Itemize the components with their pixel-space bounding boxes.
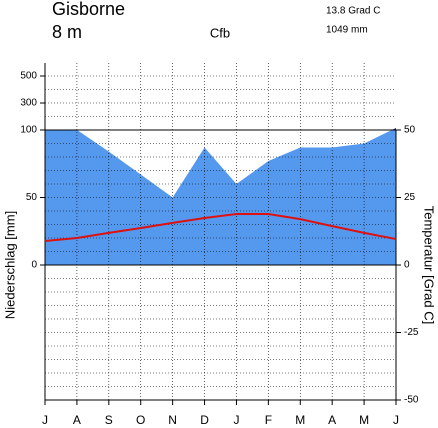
climate-class: Cfb [210,25,230,40]
y-tick-label: 0 [31,260,37,271]
y-tick-label: 50 [26,192,38,203]
y2-axis-label: Temperatur [Grad C] [422,206,437,325]
y-tick-label: 100 [20,125,37,136]
x-tick-label: M [295,413,305,427]
x-tick-label: N [168,413,177,427]
y-tick-label: 500 [20,71,37,82]
x-tick-label: S [105,413,113,427]
y2-tick-label: -25 [404,327,419,338]
x-tick-label: J [393,413,399,427]
station-name: Gisborne [52,0,125,19]
y2-tick-label: 25 [404,192,416,203]
x-tick-label: O [136,413,145,427]
x-tick-label: F [265,413,272,427]
y-axis-label: Niederschlag [mm] [2,211,17,319]
annual-precipitation: 1049 mm [326,25,368,36]
temperature-line [44,212,397,242]
x-tick-label: A [328,413,336,427]
x-tick-label: M [359,413,369,427]
elevation: 8 m [52,22,82,42]
x-tick-label: J [233,413,239,427]
x-tick-label: A [73,413,81,427]
precipitation-area [45,130,396,265]
mean-temperature: 13.8 Grad C [326,6,380,17]
x-tick-label: J [42,413,48,427]
x-tick-label: D [200,413,209,427]
y2-tick-label: 0 [404,260,410,271]
y2-tick-label: -50 [404,395,419,406]
y2-tick-label: 50 [404,125,416,136]
y-tick-label: 300 [20,98,37,109]
